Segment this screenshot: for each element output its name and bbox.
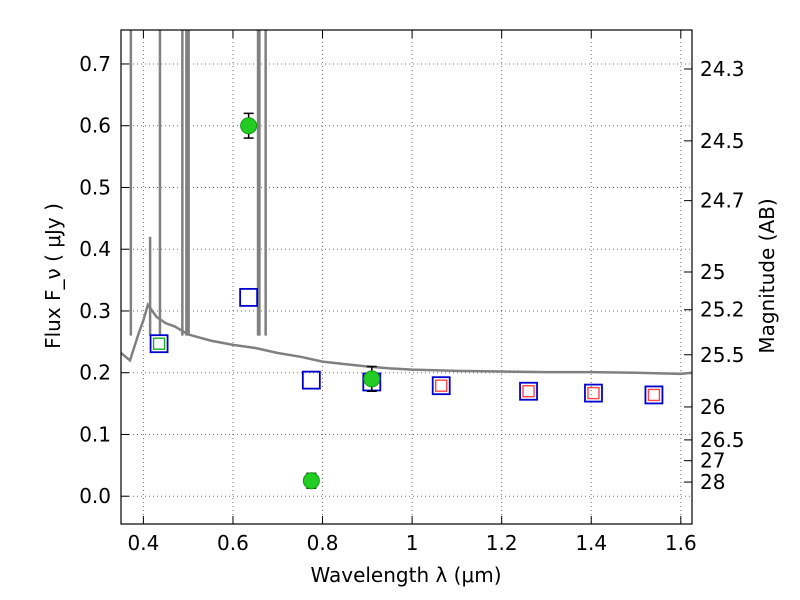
- y2-tick-label: 26: [700, 395, 725, 419]
- photometry-square: [152, 337, 166, 350]
- y2-axis-label: Magnitude (AB): [755, 198, 779, 353]
- y-tick-label: 0.5: [79, 175, 111, 199]
- y2-tick-label: 25: [700, 260, 725, 284]
- grid-lines: [121, 30, 692, 524]
- x-tick-label: 1.2: [486, 531, 518, 555]
- photometry-square: [647, 388, 661, 402]
- photometry-square: [301, 370, 321, 390]
- y2-tick-label: 27: [700, 449, 725, 473]
- photometry-square: [519, 381, 538, 401]
- y-tick-label: 0.2: [79, 361, 111, 385]
- photometry-square: [149, 334, 169, 354]
- y2-tick-label: 25.2: [700, 298, 745, 322]
- y-tick-label: 0.0: [79, 484, 111, 508]
- observed-point: [363, 370, 381, 388]
- observed-point: [302, 472, 320, 490]
- x-tick-label: 0.4: [127, 531, 159, 555]
- photometry-square: [644, 385, 664, 405]
- y-tick-label: 0.4: [79, 237, 111, 261]
- y2-tick-label: 26.5: [700, 428, 745, 452]
- y-tick-label: 0.6: [79, 114, 111, 138]
- y2-tick-label: 24.3: [700, 57, 745, 81]
- y2-tick-label: 24.5: [700, 129, 745, 153]
- photometry-square: [587, 386, 600, 400]
- photometry-square: [435, 379, 448, 392]
- y-tick-label: 0.3: [79, 299, 111, 323]
- observed-point: [240, 117, 258, 135]
- plot-frame: [120, 29, 693, 525]
- photometry-square: [239, 287, 259, 307]
- photometry-square: [431, 376, 451, 396]
- y2-tick-label: 28: [700, 470, 725, 494]
- x-tick-label: 1.4: [575, 531, 607, 555]
- photometry-square: [584, 383, 603, 403]
- y-axis-label: Flux F_ν ( μJy ): [41, 203, 65, 349]
- x-tick-label: 0.6: [217, 531, 249, 555]
- y2-tick-label: 25.5: [700, 343, 745, 367]
- x-tick-label: 1.6: [665, 531, 697, 555]
- x-axis-label: Wavelength λ (μm): [310, 563, 501, 587]
- template-spectrum: [120, 30, 693, 376]
- x-tick-label: 0.8: [307, 531, 339, 555]
- photometry-markers: [149, 112, 664, 490]
- photometry-square: [522, 385, 535, 398]
- x-tick-label: 1: [406, 531, 419, 555]
- y-tick-label: 0.1: [79, 422, 111, 446]
- y-tick-label: 0.7: [79, 52, 111, 76]
- spectrum-line: [120, 301, 693, 376]
- y2-tick-label: 24.7: [700, 189, 745, 213]
- axis-ticks: 0.4 0.6 0.8 1 1.2 1.4 1.6 0.0 0.1 0.2 0.3 0.4 0.5 0.6…: [79, 30, 745, 555]
